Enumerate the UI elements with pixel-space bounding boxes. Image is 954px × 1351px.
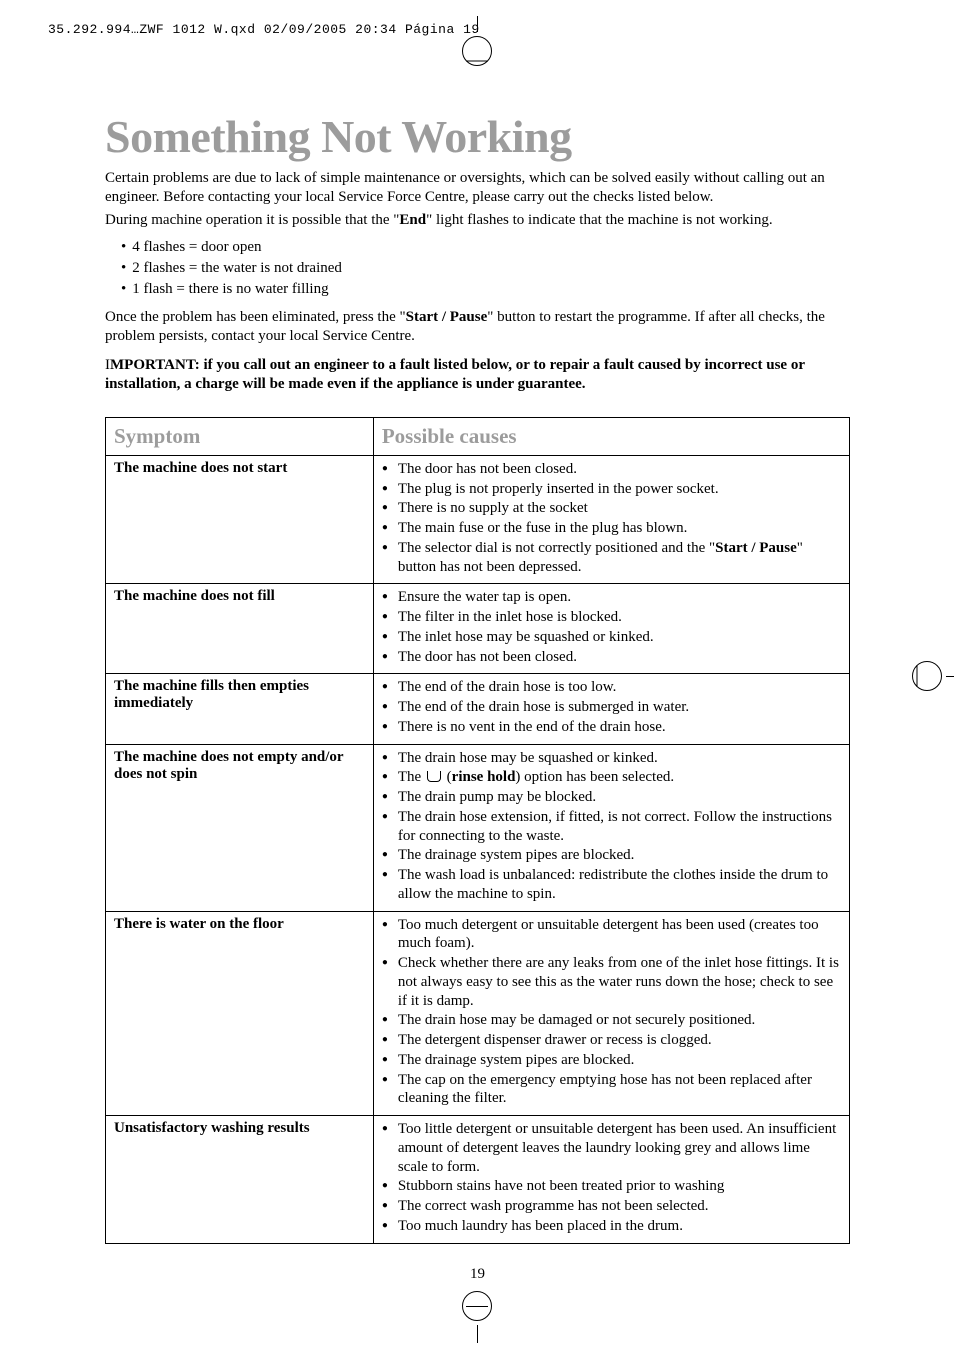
crop-mark-bottom bbox=[452, 1281, 502, 1331]
page-content: Something Not Working Certain problems a… bbox=[105, 110, 850, 1283]
cause-item: The door has not been closed. bbox=[382, 648, 841, 667]
cause-item: Ensure the water tap is open. bbox=[382, 588, 841, 607]
cause-item: The correct wash programme has not been … bbox=[382, 1197, 841, 1216]
causes-cell: Ensure the water tap is open. The filter… bbox=[373, 584, 849, 674]
flash-item: 4 flashes = door open bbox=[121, 237, 850, 258]
intro-p2-pre: During machine operation it is possible … bbox=[105, 212, 399, 228]
cause-item: There is no supply at the socket bbox=[382, 499, 841, 518]
cause-item: The drain hose extension, if fitted, is … bbox=[382, 808, 841, 846]
restart-pre: Once the problem has been eliminated, pr… bbox=[105, 309, 406, 325]
cause-item: The (rinse hold) option has been selecte… bbox=[382, 768, 841, 787]
intro-paragraph-1: Certain problems are due to lack of simp… bbox=[105, 169, 850, 207]
symptom-cell: The machine does not empty and/or does n… bbox=[106, 744, 374, 911]
symptom-cell: The machine does not fill bbox=[106, 584, 374, 674]
cause-item: The plug is not properly inserted in the… bbox=[382, 480, 841, 499]
cause-item: The wash load is unbalanced: redistribut… bbox=[382, 866, 841, 904]
important-note: IMPORTANT: if you call out an engineer t… bbox=[105, 356, 850, 395]
page-number: 19 bbox=[105, 1266, 850, 1283]
cause-item: The filter in the inlet hose is blocked. bbox=[382, 608, 841, 627]
th-causes: Possible causes bbox=[373, 417, 849, 455]
cause-item: There is no vent in the end of the drain… bbox=[382, 718, 841, 737]
flash-codes-list: 4 flashes = door open 2 flashes = the wa… bbox=[121, 237, 850, 300]
symptom-cell: Unsatisfactory washing results bbox=[106, 1116, 374, 1244]
cause-item: Stubborn stains have not been treated pr… bbox=[382, 1177, 841, 1196]
cause-item: Check whether there are any leaks from o… bbox=[382, 954, 841, 1010]
causes-cell: The door has not been closed. The plug i… bbox=[373, 455, 849, 584]
important-bold: MPORTANT: if you call out an engineer to… bbox=[105, 357, 805, 393]
th-symptom: Symptom bbox=[106, 417, 374, 455]
rinse-bold: rinse hold bbox=[452, 769, 516, 785]
causes-cell: The end of the drain hose is too low. Th… bbox=[373, 674, 849, 744]
table-row: Unsatisfactory washing results Too littl… bbox=[106, 1116, 850, 1244]
intro-paragraph-2: During machine operation it is possible … bbox=[105, 211, 850, 230]
cause-item: Too much laundry has been placed in the … bbox=[382, 1217, 841, 1236]
crop-mark-top bbox=[457, 28, 497, 68]
table-row: The machine does not fill Ensure the wat… bbox=[106, 584, 850, 674]
cause-selector-bold: Start / Pause bbox=[715, 540, 797, 556]
cause-item: The cap on the emergency emptying hose h… bbox=[382, 1071, 841, 1109]
cause-item: The end of the drain hose is submerged i… bbox=[382, 698, 841, 717]
cause-item: The drain hose may be damaged or not sec… bbox=[382, 1011, 841, 1030]
print-meta-header: 35.292.994…ZWF 1012 W.qxd 02/09/2005 20:… bbox=[48, 22, 480, 37]
flash-item: 1 flash = there is no water filling bbox=[121, 279, 850, 300]
table-row: The machine fills then empties immediate… bbox=[106, 674, 850, 744]
restart-bold: Start / Pause bbox=[406, 309, 488, 325]
symptom-cell: There is water on the floor bbox=[106, 911, 374, 1116]
symptom-cell: The machine fills then empties immediate… bbox=[106, 674, 374, 744]
rinse-hold-icon bbox=[427, 771, 441, 782]
cause-item: The drain pump may be blocked. bbox=[382, 788, 841, 807]
cause-item: The drain hose may be squashed or kinked… bbox=[382, 749, 841, 768]
cause-item: The main fuse or the fuse in the plug ha… bbox=[382, 519, 841, 538]
flash-item: 2 flashes = the water is not drained bbox=[121, 258, 850, 279]
rinse-post: ) option has been selected. bbox=[515, 769, 674, 785]
cause-item: The door has not been closed. bbox=[382, 460, 841, 479]
crop-mark-right bbox=[904, 651, 954, 701]
cause-item: The inlet hose may be squashed or kinked… bbox=[382, 628, 841, 647]
cause-selector-pre: The selector dial is not correctly posit… bbox=[398, 540, 715, 556]
cause-item: The selector dial is not correctly posit… bbox=[382, 539, 841, 577]
cause-item: Too much detergent or unsuitable deterge… bbox=[382, 916, 841, 954]
symptom-cell: The machine does not start bbox=[106, 455, 374, 584]
table-row: The machine does not start The door has … bbox=[106, 455, 850, 584]
cause-item: The end of the drain hose is too low. bbox=[382, 678, 841, 697]
intro-p2-bold: End bbox=[399, 212, 426, 228]
intro-p2-post: " light flashes to indicate that the mac… bbox=[426, 212, 772, 228]
restart-paragraph: Once the problem has been eliminated, pr… bbox=[105, 308, 850, 346]
causes-cell: Too much detergent or unsuitable deterge… bbox=[373, 911, 849, 1116]
cause-item: The detergent dispenser drawer or recess… bbox=[382, 1031, 841, 1050]
cause-item: The drainage system pipes are blocked. bbox=[382, 1051, 841, 1070]
table-row: There is water on the floor Too much det… bbox=[106, 911, 850, 1116]
table-row: The machine does not empty and/or does n… bbox=[106, 744, 850, 911]
cause-item: Too little detergent or unsuitable deter… bbox=[382, 1120, 841, 1176]
page-title: Something Not Working bbox=[105, 110, 850, 163]
causes-cell: The drain hose may be squashed or kinked… bbox=[373, 744, 849, 911]
causes-cell: Too little detergent or unsuitable deter… bbox=[373, 1116, 849, 1244]
cause-item: The drainage system pipes are blocked. bbox=[382, 846, 841, 865]
rinse-pre: The bbox=[398, 769, 425, 785]
troubleshoot-table: Symptom Possible causes The machine does… bbox=[105, 417, 850, 1244]
